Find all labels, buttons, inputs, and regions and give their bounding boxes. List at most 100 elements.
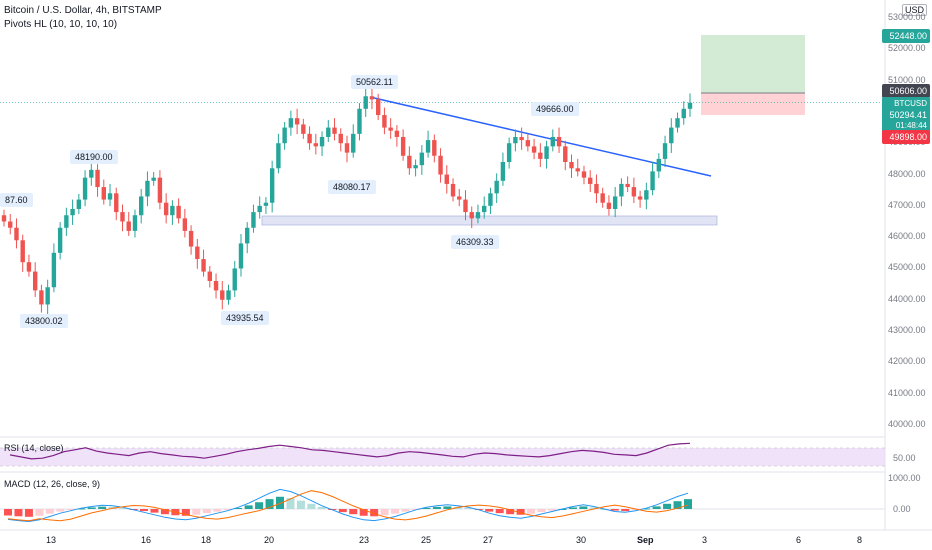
candle — [26, 262, 32, 272]
price-axis-label: 42000.00 — [888, 356, 926, 367]
macd-bar — [652, 506, 661, 509]
time-axis-label: 27 — [483, 535, 494, 545]
countdown-tag: 01:48:44 — [882, 119, 930, 133]
pivot-label: 48190.00 — [70, 150, 118, 164]
candle — [687, 102, 693, 109]
candle — [407, 155, 412, 169]
time-axis-label: 8 — [857, 535, 863, 545]
price-axis-label: 48000.00 — [888, 168, 926, 179]
symbol-title[interactable]: Bitcoin / U.S. Dollar, 4h, BITSTAMP — [4, 5, 162, 16]
candle — [494, 180, 499, 194]
candle — [201, 259, 206, 272]
candle — [220, 290, 225, 300]
candle — [394, 130, 400, 137]
macd-bar — [4, 509, 12, 516]
candle — [631, 187, 637, 197]
macd-bar — [516, 509, 525, 515]
pivot-label: 49666.00 — [531, 102, 579, 116]
macd-bar — [317, 506, 326, 509]
currency-button[interactable]: USD — [902, 4, 928, 16]
candle — [569, 162, 574, 169]
candle — [251, 212, 256, 228]
macd-bar — [160, 509, 169, 515]
candle — [637, 196, 643, 200]
candle — [513, 136, 518, 144]
macd-bar — [140, 509, 148, 512]
macd-bar — [548, 509, 556, 511]
candle — [64, 215, 69, 228]
macd-bar — [621, 509, 630, 512]
candle — [675, 118, 680, 128]
candle — [581, 171, 587, 178]
candle — [588, 177, 593, 184]
rsi-label[interactable]: RSI (14, close) — [4, 443, 64, 453]
candle — [531, 146, 537, 153]
macd-label[interactable]: MACD (12, 26, close, 9) — [4, 479, 101, 489]
candle — [188, 230, 194, 247]
candle — [594, 183, 599, 194]
candle — [519, 136, 524, 141]
target-zone — [701, 35, 805, 93]
price-axis-label: 45000.00 — [888, 262, 926, 273]
candle — [288, 118, 294, 128]
candle — [101, 187, 106, 200]
candle — [506, 143, 512, 163]
candle — [475, 212, 481, 219]
candle — [463, 199, 468, 213]
indicator-label[interactable]: Pivots HL (10, 10, 10, 10) — [4, 19, 118, 30]
candle — [388, 127, 393, 131]
macd-bar — [527, 509, 536, 514]
macd-bar — [443, 506, 452, 509]
macd-bar — [401, 509, 410, 512]
candle — [226, 290, 231, 300]
macd-bar — [77, 508, 86, 510]
macd-bar — [234, 507, 243, 509]
price-axis-label: 46000.00 — [888, 231, 926, 242]
candle — [157, 177, 163, 203]
time-axis-label: 18 — [201, 535, 212, 545]
candle — [625, 183, 630, 188]
candle — [313, 143, 319, 147]
candle — [600, 193, 605, 203]
candle — [139, 196, 144, 216]
candle — [82, 177, 88, 200]
candle — [662, 143, 668, 159]
candle — [20, 240, 25, 263]
macd-bar — [213, 509, 222, 512]
candle — [650, 171, 655, 191]
candle — [76, 199, 82, 209]
price-axis-label: 40000.00 — [888, 419, 926, 429]
macd-bar — [265, 499, 274, 509]
macd-bar — [338, 509, 347, 513]
candle — [95, 169, 100, 188]
candle — [432, 140, 437, 156]
macd-bar — [464, 507, 473, 509]
support-zone — [261, 215, 718, 226]
candle — [369, 96, 375, 100]
time-axis-label: 30 — [576, 535, 587, 545]
candle — [457, 196, 462, 200]
macd-line — [7, 488, 689, 523]
macd-bar — [349, 509, 358, 515]
macd-bar — [422, 507, 431, 509]
macd-bar — [610, 509, 619, 511]
candle — [263, 202, 269, 206]
candle — [351, 133, 356, 153]
price-axis-label: 51000.00 — [888, 74, 926, 85]
candle — [669, 127, 674, 144]
pivot-label: 43935.54 — [221, 311, 269, 325]
trend-line — [369, 96, 712, 177]
candle — [338, 133, 343, 144]
candle — [151, 177, 156, 181]
candle — [357, 108, 362, 134]
candle — [382, 115, 387, 128]
time-axis-label: 20 — [264, 535, 275, 545]
target-price-tag: 52448.00 — [882, 29, 930, 43]
candle — [344, 143, 350, 153]
macd-bar — [276, 496, 284, 509]
candle — [238, 243, 244, 269]
candle — [419, 152, 425, 166]
macd-bar — [255, 502, 264, 509]
pivot-label: 48080.17 — [328, 180, 376, 194]
